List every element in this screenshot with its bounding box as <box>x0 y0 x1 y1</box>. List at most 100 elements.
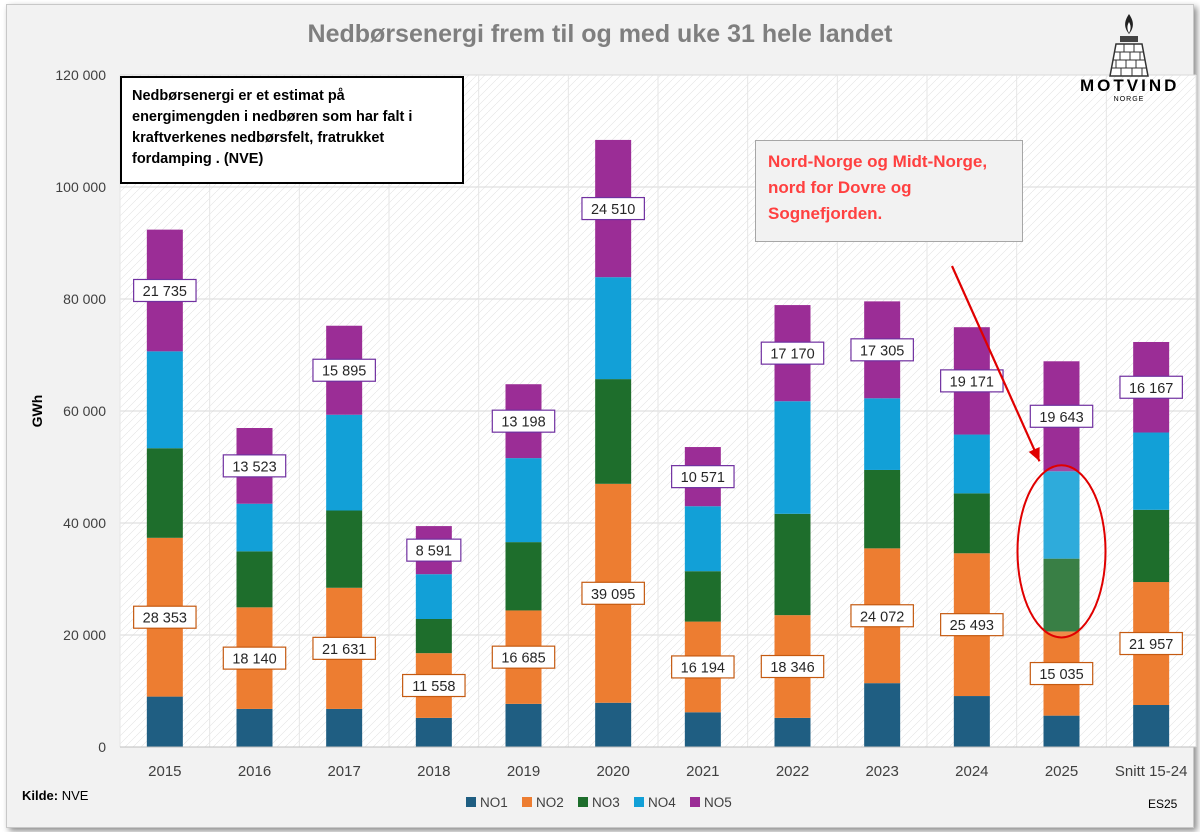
data-label-box-no5 <box>491 409 556 433</box>
bar-no3 <box>236 551 273 608</box>
data-label-no5: 13 198 <box>501 415 545 431</box>
y-tick-label: 100 000 <box>55 179 106 195</box>
data-label-no2: 18 140 <box>232 652 276 668</box>
data-label-box-no2 <box>1029 661 1094 686</box>
data-label-no5: 15 895 <box>322 364 366 380</box>
data-label-box-no2 <box>1119 631 1183 656</box>
bar-no1 <box>684 712 721 747</box>
x-tick-label: 2022 <box>776 763 809 780</box>
highlight-arrow <box>950 265 1041 462</box>
region-textbox: Nord-Norge og Midt-Norge, nord for Dovre… <box>755 140 1023 242</box>
data-label-box-no5 <box>671 465 735 489</box>
x-tick-label: 2015 <box>148 763 181 780</box>
bar-no1 <box>415 717 452 747</box>
data-label-no2: 15 035 <box>1039 667 1083 683</box>
legend-swatch-no4 <box>634 797 644 807</box>
data-label-no2: 18 346 <box>770 660 814 676</box>
bar-no3 <box>595 379 632 484</box>
bar-no3 <box>864 469 901 549</box>
x-tick-label: 2021 <box>686 763 719 780</box>
bar-no1 <box>1043 715 1080 747</box>
data-label-no2: 24 072 <box>860 609 904 625</box>
bar-no3 <box>1043 558 1080 632</box>
x-tick-label: 2018 <box>417 763 450 780</box>
chart-title: Nedbørsenergi frem til og med uke 31 hel… <box>307 20 893 48</box>
data-label-box-no2 <box>222 646 287 670</box>
bar-no1 <box>505 703 542 747</box>
data-label-no5: 24 510 <box>591 202 635 218</box>
data-label-box-no2 <box>133 605 197 629</box>
legend-swatch-no1 <box>466 797 476 807</box>
legend-label-no2: NO2 <box>536 795 564 810</box>
logo-icon <box>1109 14 1149 77</box>
data-label-no2: 39 095 <box>591 587 635 603</box>
data-label-box-no5 <box>760 341 825 365</box>
data-label-no5: 16 167 <box>1129 381 1173 397</box>
data-label-box-no5 <box>406 538 462 562</box>
y-axis-label: GWh <box>29 395 45 428</box>
x-tick-label: 2016 <box>238 763 271 780</box>
bar-no1 <box>1133 705 1170 747</box>
bar-no4 <box>1043 471 1080 559</box>
y-tick-label: 60 000 <box>63 403 106 419</box>
data-label-box-no2 <box>491 645 556 669</box>
bar-no1 <box>864 683 901 747</box>
data-label-no5: 19 171 <box>950 374 994 390</box>
data-label-box-no2 <box>312 636 376 660</box>
data-label-no2: 25 493 <box>950 618 994 634</box>
bar-no1 <box>236 708 273 747</box>
data-label-no2: 11 558 <box>412 679 455 695</box>
data-label-box-no2 <box>940 613 1004 637</box>
logo-sub: NORGE <box>1113 96 1145 103</box>
data-label-no5: 8 591 <box>416 544 452 560</box>
legend-swatch-no2 <box>522 797 532 807</box>
bar-no4 <box>774 401 811 514</box>
signature: ES25 <box>1148 797 1178 811</box>
data-label-no2: 16 194 <box>681 660 725 676</box>
bar-no3 <box>505 542 542 611</box>
data-label-no2: 16 685 <box>501 651 545 667</box>
bar-no4 <box>236 503 273 552</box>
data-label-no5: 17 170 <box>770 347 814 363</box>
source-value: NVE <box>61 788 89 803</box>
data-label-no2: 21 957 <box>1129 637 1173 653</box>
x-tick-label: 2017 <box>327 763 360 780</box>
bar-no3 <box>953 493 990 554</box>
data-label-box-no5 <box>312 358 376 382</box>
bar-no3 <box>415 618 452 654</box>
legend-label-no4: NO4 <box>648 795 676 810</box>
bar-no3 <box>326 510 363 588</box>
data-label-no5: 21 735 <box>143 284 187 300</box>
bar-no4 <box>684 506 721 572</box>
x-tick-label: 2024 <box>955 763 988 780</box>
bar-no4 <box>415 574 452 619</box>
bar-no4 <box>326 414 363 511</box>
data-label-box-no2 <box>671 655 735 679</box>
legend-label-no5: NO5 <box>704 795 732 810</box>
data-label-box-no2 <box>760 654 825 679</box>
bar-no1 <box>595 702 632 747</box>
bar-no1 <box>326 708 363 747</box>
data-label-no5: 19 643 <box>1039 410 1083 426</box>
logo-name: MOTVIND <box>1080 76 1180 95</box>
arrow-head <box>1028 446 1040 462</box>
bar-no4 <box>1133 432 1170 510</box>
y-tick-label: 20 000 <box>63 627 106 643</box>
data-label-no5: 17 305 <box>860 343 904 359</box>
bar-no4 <box>595 277 632 380</box>
bar-no4 <box>505 458 542 543</box>
bar-no1 <box>953 696 990 747</box>
highlight-ellipse <box>1016 464 1107 639</box>
bar-no4 <box>953 434 990 494</box>
bar-no1 <box>774 717 811 747</box>
y-tick-label: 120 000 <box>55 67 106 83</box>
legend-label-no3: NO3 <box>592 795 620 810</box>
data-label-box-no5 <box>1119 375 1183 399</box>
legend-label-no1: NO1 <box>480 795 508 810</box>
data-label-no2: 21 631 <box>322 642 366 658</box>
data-label-box-no2 <box>402 673 466 698</box>
bar-no4 <box>864 398 901 470</box>
bar-no4 <box>146 351 183 449</box>
x-tick-label: 2020 <box>596 763 629 780</box>
bar-no3 <box>774 513 811 616</box>
